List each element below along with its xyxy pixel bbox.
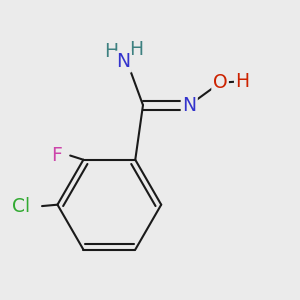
Text: N: N <box>116 52 130 71</box>
Text: O: O <box>213 73 227 92</box>
Text: H: H <box>104 42 118 62</box>
Text: N: N <box>182 96 196 115</box>
Text: Cl: Cl <box>12 196 30 216</box>
Text: F: F <box>51 146 62 165</box>
Text: H: H <box>236 72 250 91</box>
Text: H: H <box>129 40 143 58</box>
